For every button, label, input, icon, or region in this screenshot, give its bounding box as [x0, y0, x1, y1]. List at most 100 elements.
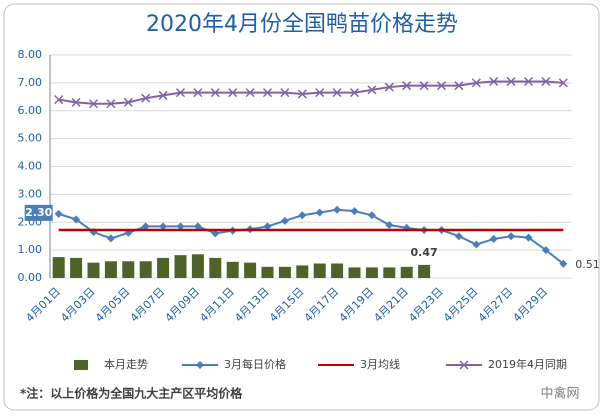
marker — [262, 88, 273, 98]
marker — [158, 90, 168, 100]
marker — [559, 259, 568, 268]
marker — [541, 246, 550, 255]
marker — [193, 88, 203, 98]
watermark: 中禽网 — [540, 386, 579, 402]
data-label: 2.30 — [25, 206, 52, 219]
marker — [402, 81, 412, 91]
marker — [454, 81, 464, 91]
bar — [70, 257, 83, 278]
data-label-box — [24, 204, 53, 221]
bar — [278, 266, 291, 278]
marker — [297, 89, 307, 99]
chart-frame — [3, 3, 600, 411]
data-label: 0.51 — [575, 258, 600, 271]
marker — [471, 78, 481, 88]
bar — [400, 266, 413, 278]
marker — [332, 88, 342, 98]
bar — [104, 261, 117, 278]
marker — [54, 209, 63, 218]
bar — [226, 261, 239, 278]
marker — [72, 215, 81, 224]
legend-marker — [196, 361, 204, 369]
bar — [157, 257, 170, 278]
marker — [176, 222, 185, 231]
marker — [106, 234, 115, 243]
marker — [54, 95, 64, 105]
marker — [454, 232, 463, 241]
legend-label: 3月每日价格 — [224, 357, 286, 371]
marker — [159, 222, 168, 231]
legend-marker — [459, 360, 469, 370]
bar — [139, 261, 152, 278]
marker — [436, 81, 447, 91]
marker — [280, 216, 289, 225]
bar — [313, 263, 326, 278]
marker — [558, 78, 568, 88]
marker — [419, 81, 429, 91]
marker — [524, 233, 533, 242]
marker — [123, 97, 133, 107]
chart-title: 2020年4月份全国鸭苗价格走势 — [146, 12, 458, 37]
bar — [348, 267, 361, 278]
marker — [489, 76, 499, 87]
y-tick-label: 1.00 — [18, 243, 43, 256]
y-tick-label: 3.00 — [18, 187, 43, 200]
line — [58, 80, 564, 105]
marker — [333, 205, 342, 214]
y-tick-label: 5.00 — [18, 132, 43, 145]
marker — [472, 240, 481, 249]
marker — [489, 234, 498, 243]
bar — [365, 267, 378, 278]
legend-label: 3月均线 — [360, 357, 400, 371]
bar — [52, 257, 65, 278]
bar — [191, 254, 204, 278]
bar — [383, 267, 396, 278]
bar — [122, 261, 135, 278]
marker — [141, 93, 151, 103]
y-tick-label: 6.00 — [18, 104, 43, 117]
legend-label: 本月走势 — [104, 357, 148, 371]
marker — [349, 88, 360, 98]
data-label: 0.47 — [411, 246, 438, 259]
marker — [367, 85, 377, 95]
marker — [210, 88, 220, 98]
bar — [87, 262, 100, 278]
marker — [88, 99, 99, 109]
bar — [244, 262, 257, 278]
marker — [106, 99, 116, 109]
marker — [367, 211, 376, 220]
marker — [350, 207, 359, 216]
marker — [506, 76, 516, 87]
bar — [174, 255, 187, 278]
bar — [331, 263, 344, 278]
marker — [228, 88, 238, 98]
marker — [193, 222, 202, 231]
marker — [541, 76, 551, 87]
marker — [315, 88, 325, 98]
marker — [315, 208, 324, 217]
marker — [141, 222, 150, 231]
y-tick-label: 0.00 — [18, 271, 43, 284]
marker — [71, 97, 81, 107]
legend-swatch — [74, 360, 88, 370]
legend-label: 2019年4月同期 — [488, 357, 567, 371]
marker — [245, 88, 255, 98]
marker — [175, 88, 186, 98]
marker — [384, 82, 394, 92]
marker — [263, 222, 272, 231]
marker — [385, 221, 394, 230]
y-tick-label: 4.00 — [18, 160, 43, 173]
marker — [523, 76, 534, 87]
bar — [209, 257, 222, 278]
y-tick-label: 7.00 — [18, 76, 43, 89]
bar — [261, 266, 274, 278]
bar — [296, 265, 309, 278]
marker — [211, 229, 220, 238]
marker — [280, 88, 290, 98]
note: *注：以上价格为全国九大主产区平均价格 — [20, 386, 243, 401]
y-tick-label: 8.00 — [18, 48, 43, 61]
bar — [418, 264, 431, 278]
marker — [507, 232, 516, 241]
marker — [298, 211, 307, 220]
